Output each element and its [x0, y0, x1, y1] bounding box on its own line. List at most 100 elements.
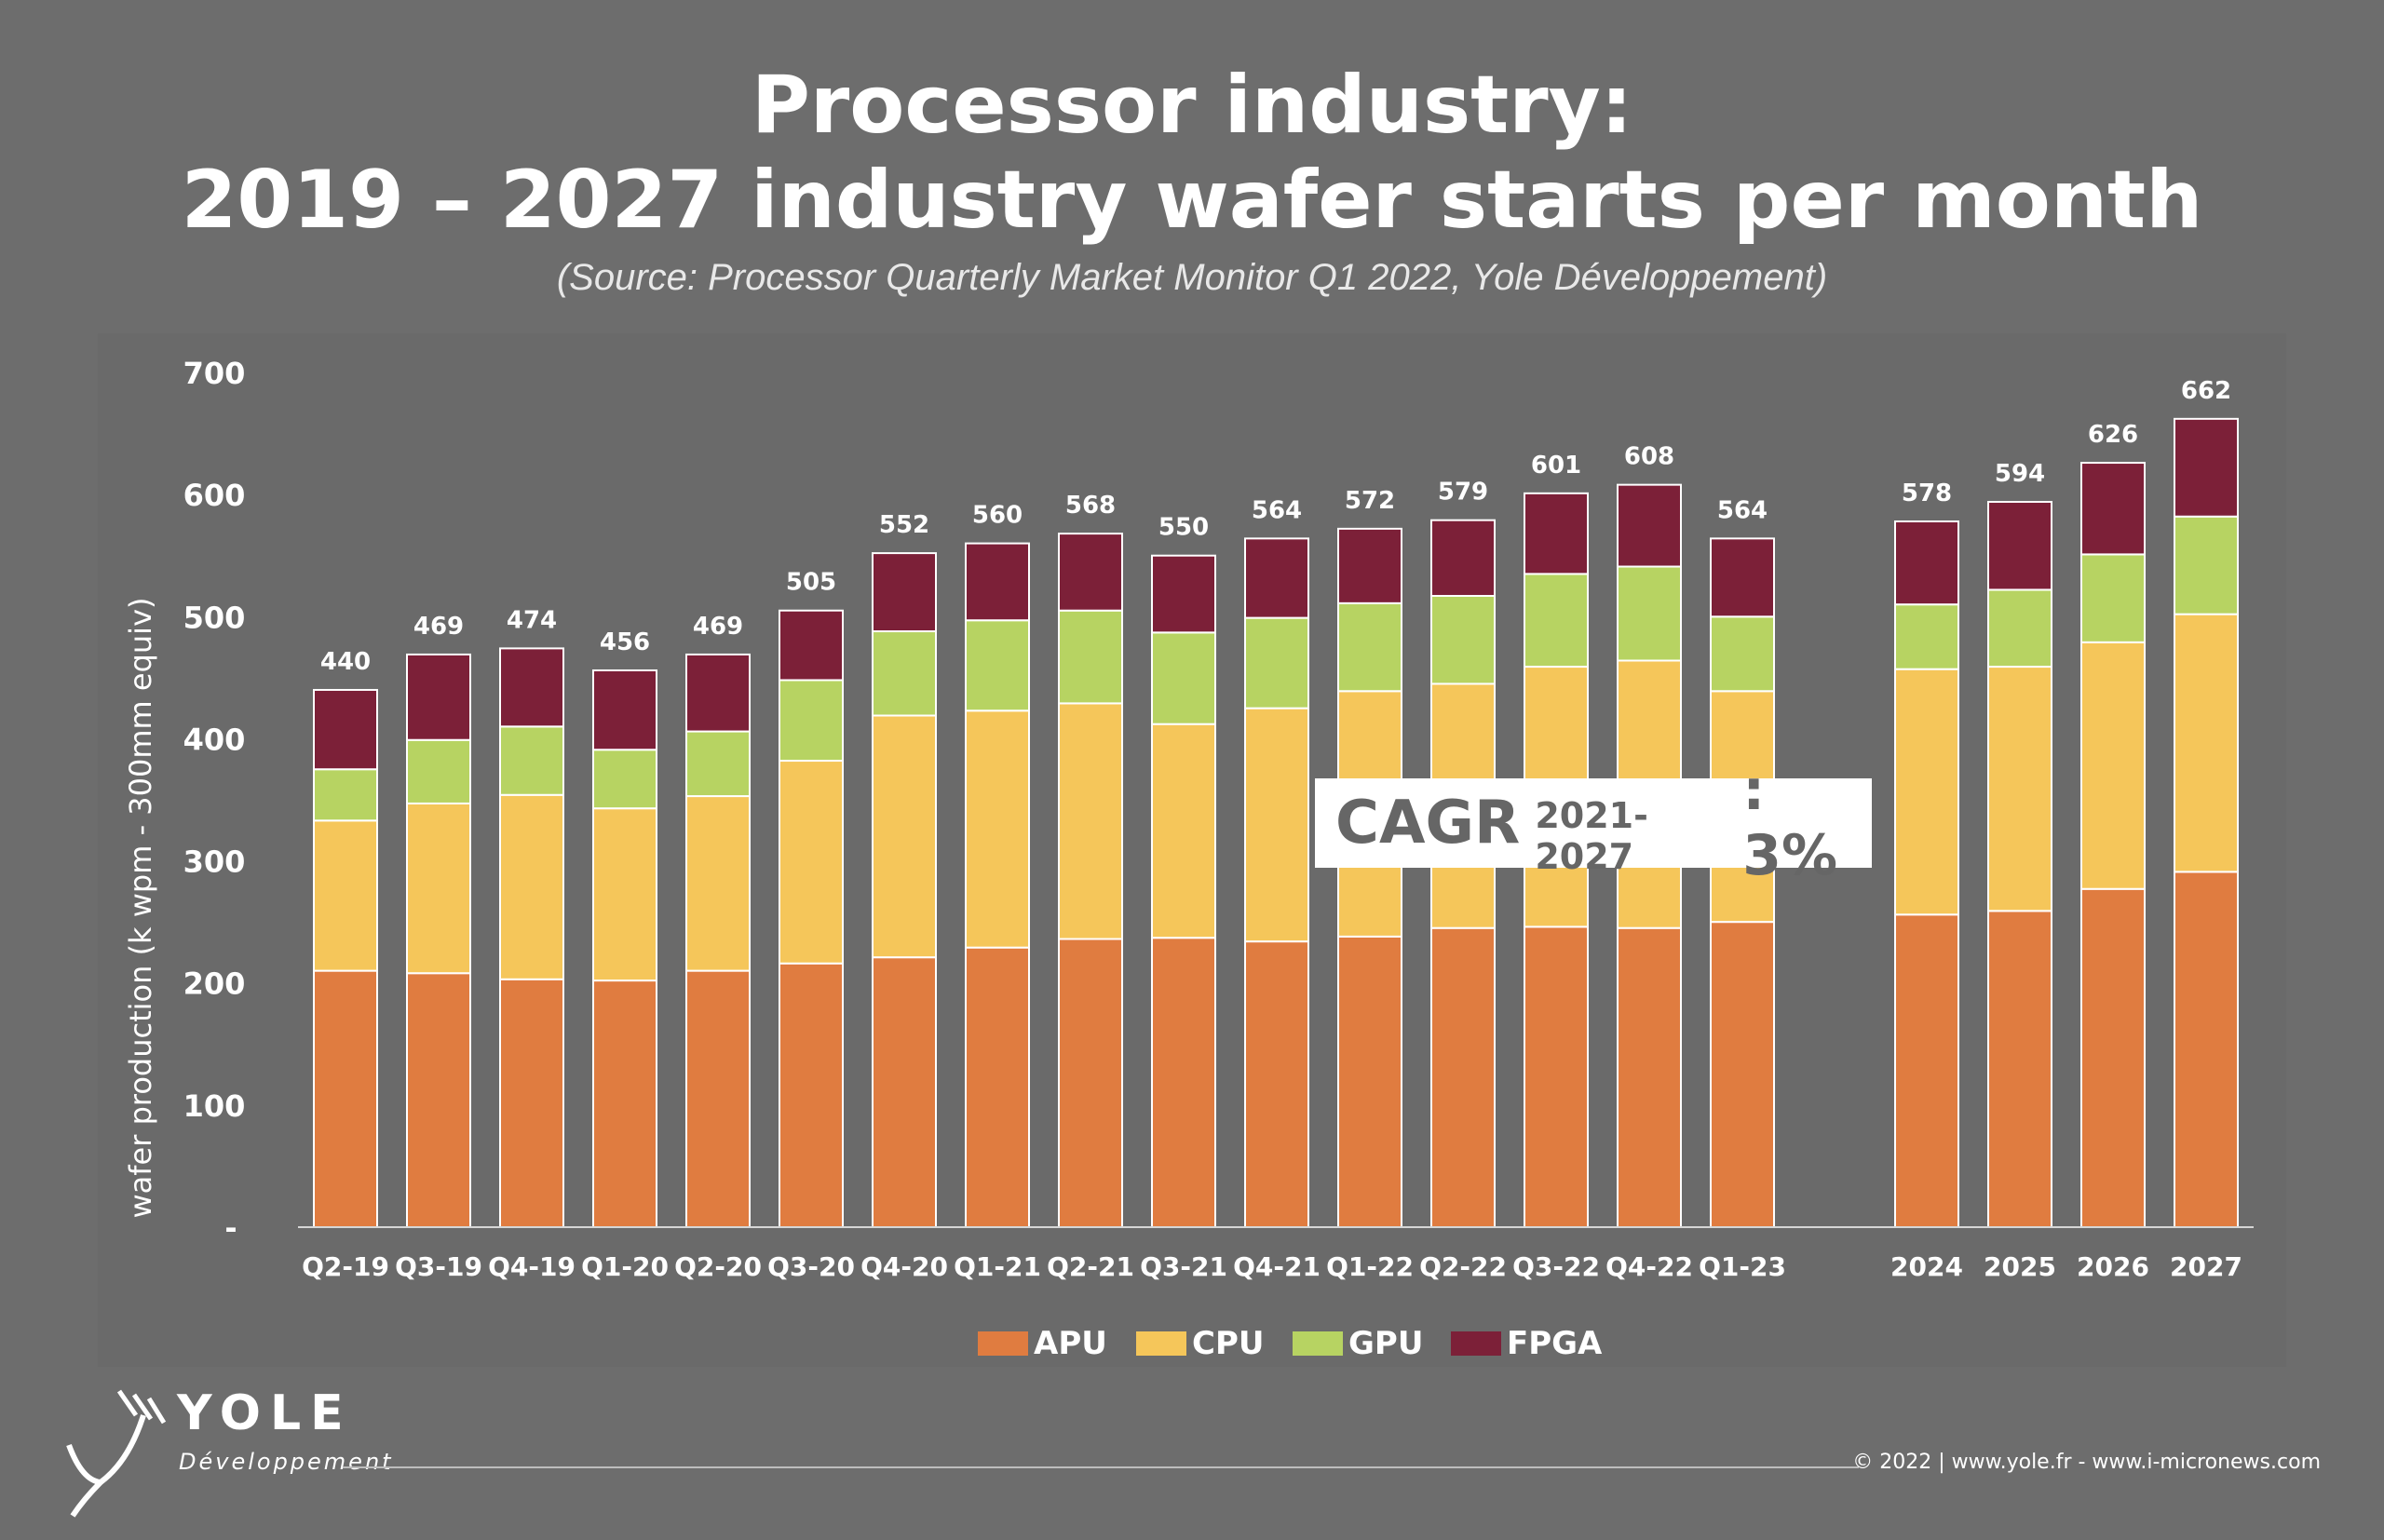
- cagr-label: CAGR: [1335, 789, 1521, 858]
- bar-segment-fpga-2027: [2174, 417, 2239, 518]
- legend-label-cpu: CPU: [1192, 1325, 1264, 1362]
- bar-segment-cpu-Q2-20: [685, 795, 751, 972]
- total-label-2025: 594: [1995, 460, 2045, 488]
- bar-segment-cpu-Q2-19: [313, 819, 378, 972]
- bar-segment-apu-Q3-22: [1524, 925, 1589, 1228]
- cagr-period: 2021-2027: [1535, 795, 1648, 877]
- bar-segment-cpu-Q1-21: [965, 709, 1030, 949]
- total-label-Q1-20: 456: [600, 628, 650, 656]
- bar-segment-apu-Q4-22: [1617, 926, 1682, 1228]
- bar-segment-fpga-Q1-21: [965, 542, 1030, 622]
- bar-segment-gpu-2024: [1894, 603, 1959, 670]
- x-tick-label: Q3-22: [1512, 1251, 1600, 1282]
- yole-logo-mark-icon: [66, 1389, 167, 1518]
- total-label-2024: 578: [1902, 480, 1952, 507]
- bar-segment-cpu-2025: [1987, 666, 2052, 912]
- total-label-Q2-22: 579: [1438, 479, 1488, 507]
- bar-segment-gpu-Q2-19: [313, 768, 378, 822]
- bar-segment-apu-Q4-20: [872, 956, 937, 1229]
- bar-segment-gpu-Q3-22: [1524, 573, 1589, 669]
- bar-segment-apu-Q4-21: [1244, 940, 1309, 1229]
- bar-segment-gpu-Q4-21: [1244, 616, 1309, 709]
- y-axis-label: wafer production (k wpm - 300mm equiv): [123, 598, 158, 1219]
- bar-segment-fpga-2026: [2080, 462, 2146, 556]
- x-tick-label: Q1-22: [1326, 1251, 1414, 1282]
- bar-segment-apu-Q3-21: [1151, 937, 1216, 1228]
- y-tick-label: 100: [183, 1088, 246, 1124]
- x-tick-label: Q3-21: [1140, 1251, 1227, 1282]
- bar-segment-apu-Q1-20: [592, 979, 657, 1228]
- bar-segment-fpga-Q2-22: [1430, 519, 1496, 597]
- bar-segment-fpga-2024: [1894, 520, 1959, 606]
- total-label-Q4-22: 608: [1624, 443, 1674, 471]
- bar-segment-fpga-Q4-22: [1617, 483, 1682, 568]
- bar-segment-cpu-Q4-20: [872, 714, 937, 959]
- bar-segment-gpu-Q3-20: [779, 679, 844, 763]
- bar-segment-fpga-Q2-20: [685, 653, 751, 733]
- x-tick-label: Q3-19: [395, 1251, 482, 1282]
- total-label-Q3-20: 505: [786, 569, 836, 597]
- bar-segment-cpu-Q4-19: [499, 793, 564, 980]
- bar-segment-fpga-Q2-19: [313, 688, 378, 771]
- total-label-2027: 662: [2181, 377, 2231, 405]
- footer-copyright: © 2022 | www.yole.fr - www.i-micronews.c…: [1852, 1451, 2321, 1474]
- total-label-Q1-22: 572: [1345, 487, 1395, 515]
- bar-segment-gpu-Q3-21: [1151, 631, 1216, 725]
- title-line-1: Processor industry:: [751, 59, 1633, 152]
- bar-segment-apu-Q2-21: [1058, 938, 1123, 1228]
- total-label-Q1-21: 560: [972, 502, 1023, 530]
- x-tick-label: Q1-21: [954, 1251, 1041, 1282]
- x-tick-label: Q1-20: [581, 1251, 669, 1282]
- legend-label-gpu: GPU: [1348, 1325, 1423, 1362]
- bar-segment-gpu-Q4-19: [499, 725, 564, 796]
- y-tick-label: 600: [183, 478, 246, 513]
- source-note: (Source: Processor Quarterly Market Moni…: [556, 257, 1828, 298]
- bar-segment-fpga-Q3-22: [1524, 492, 1589, 575]
- total-label-Q2-20: 469: [693, 613, 743, 641]
- x-tick-label: 2024: [1890, 1251, 1963, 1282]
- footer-divider: [343, 1466, 1859, 1468]
- bar-segment-fpga-Q4-20: [872, 552, 937, 633]
- bar-segment-apu-Q3-20: [779, 962, 844, 1229]
- bar-segment-apu-Q1-22: [1337, 935, 1402, 1228]
- title-line-2: 2019 – 2027 industry wafer starts per mo…: [181, 154, 2203, 247]
- x-tick-label: Q2-21: [1047, 1251, 1134, 1282]
- x-tick-label: Q2-19: [302, 1251, 389, 1282]
- bar-segment-gpu-2026: [2080, 553, 2146, 643]
- bar-segment-fpga-Q1-23: [1710, 537, 1775, 618]
- x-tick-label: Q4-19: [488, 1251, 576, 1282]
- bar-segment-fpga-Q1-20: [592, 669, 657, 751]
- legend-swatch-fpga: [1451, 1331, 1501, 1356]
- x-tick-label: 2025: [1984, 1251, 2056, 1282]
- legend-swatch-apu: [978, 1331, 1028, 1356]
- bar-segment-apu-Q2-20: [685, 969, 751, 1228]
- bar-segment-cpu-2026: [2080, 641, 2146, 890]
- bar-segment-apu-Q2-22: [1430, 926, 1496, 1228]
- legend-swatch-gpu: [1293, 1331, 1343, 1356]
- bar-segment-gpu-Q2-20: [685, 730, 751, 798]
- bar-segment-cpu-Q3-19: [406, 802, 471, 975]
- bar-segment-fpga-Q3-21: [1151, 554, 1216, 634]
- bar-segment-apu-Q2-19: [313, 969, 378, 1228]
- bar-segment-fpga-Q3-19: [406, 653, 471, 741]
- total-label-Q1-23: 564: [1717, 496, 1768, 524]
- logo-name: YOLE: [177, 1385, 353, 1441]
- x-tick-label: Q2-22: [1419, 1251, 1507, 1282]
- bar-segment-fpga-Q2-21: [1058, 533, 1123, 612]
- bar-segment-gpu-Q1-22: [1337, 601, 1402, 693]
- bar-segment-cpu-Q3-20: [779, 760, 844, 965]
- total-label-2026: 626: [2088, 421, 2138, 449]
- bar-segment-gpu-Q1-23: [1710, 615, 1775, 693]
- total-label-Q4-20: 552: [879, 511, 929, 539]
- bar-segment-fpga-Q4-21: [1244, 537, 1309, 619]
- total-label-Q3-22: 601: [1531, 452, 1581, 480]
- bar-segment-cpu-2027: [2174, 613, 2239, 873]
- y-tick-label: 400: [183, 722, 246, 757]
- legend-swatch-cpu: [1136, 1331, 1186, 1356]
- total-label-Q2-21: 568: [1065, 492, 1116, 520]
- bar-segment-apu-Q1-23: [1710, 921, 1775, 1229]
- legend-label-fpga: FPGA: [1507, 1325, 1603, 1362]
- total-label-Q3-21: 550: [1158, 514, 1209, 542]
- bar-segment-apu-2025: [1987, 910, 2052, 1229]
- total-label-Q4-21: 564: [1252, 496, 1302, 524]
